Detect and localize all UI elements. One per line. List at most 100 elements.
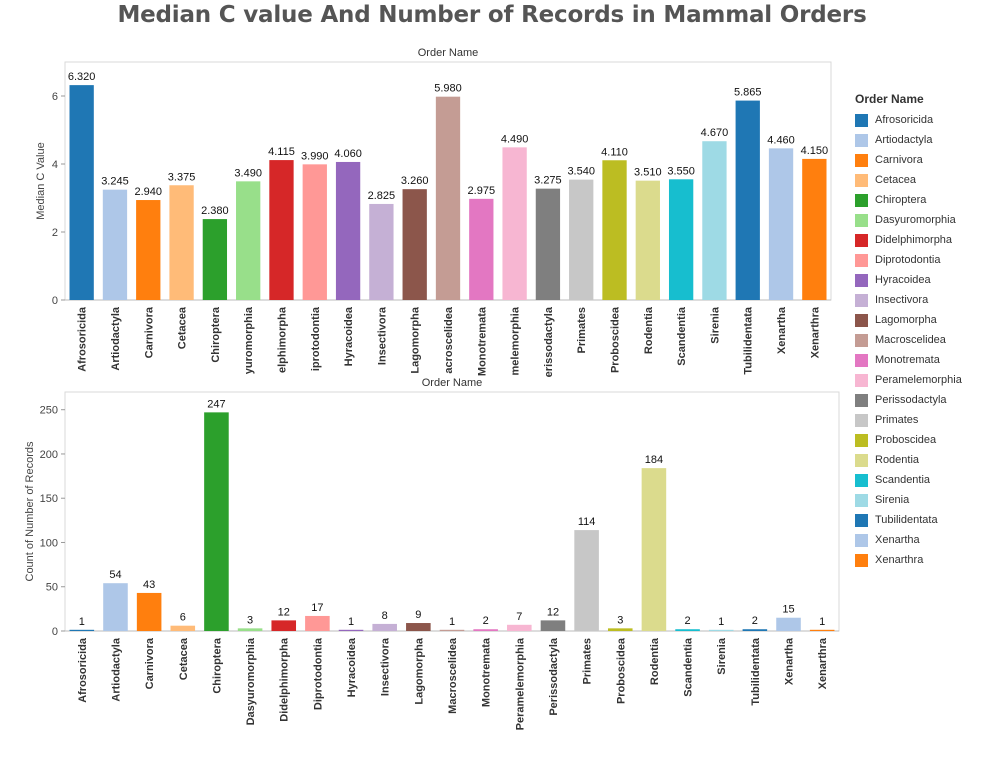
bar-chiroptera	[204, 412, 229, 631]
legend-label: Xenartha	[875, 534, 920, 546]
legend-item[interactable]: Dasyuromorphia	[855, 210, 980, 230]
y-axis-title: Count of Number of Records	[24, 441, 36, 582]
legend-item[interactable]: Insectivora	[855, 290, 980, 310]
legend-title: Order Name	[855, 92, 924, 106]
x-tick-label: Afrosoricida	[77, 637, 89, 703]
bar-cetacea	[169, 185, 194, 300]
x-tick-label: Tubilidentata	[750, 637, 762, 706]
bar-xenarthra	[802, 158, 827, 300]
bar-value-label: 5.865	[734, 87, 762, 99]
legend-item[interactable]: Xenarthra	[855, 550, 980, 570]
bar-value-label: 3.260	[401, 175, 429, 187]
bar-value-label: 4.460	[767, 134, 795, 146]
bar-artiodactyla	[102, 189, 128, 300]
x-tick-label: Lagomorpha	[413, 637, 425, 704]
legend-label: Insectivora	[875, 294, 929, 306]
legend-items: Afrosoricida Artiodactyla Carnivora Cetacea…	[855, 110, 980, 570]
legend-item[interactable]: Carnivora	[855, 150, 980, 170]
legend-item[interactable]: Xenartha	[855, 530, 980, 550]
legend-item[interactable]: Cetacea	[855, 170, 980, 190]
legend-label: Didelphimorpha	[875, 234, 953, 246]
legend-swatch	[855, 493, 868, 507]
bar-primates	[569, 179, 594, 300]
y-tick-label: 4	[52, 159, 58, 171]
bar-value-label: 1	[449, 616, 455, 628]
bar-value-label: 6	[180, 612, 186, 624]
bar-value-label: 2.940	[134, 186, 162, 198]
legend-item[interactable]: Monotremata	[855, 350, 980, 370]
x-tick-label: Sirenia	[716, 637, 728, 675]
bar-cetacea	[170, 625, 196, 631]
legend-item[interactable]: Sirenia	[855, 490, 980, 510]
legend-label: Peramelemorphia	[875, 374, 962, 386]
bar-value-label: 4.490	[501, 133, 529, 145]
legend-item[interactable]: Tubilidentata	[855, 510, 980, 530]
legend-item[interactable]: Perissodactyla	[855, 390, 980, 410]
legend-label: Cetacea	[875, 174, 916, 186]
x-tick-label: Afrosoricida	[77, 306, 89, 372]
x-tick-label: Diprotodontia	[312, 637, 324, 710]
x-tick-label: Artiodactyla	[110, 306, 122, 370]
y-tick-label: 100	[40, 537, 58, 549]
x-tick-label: Didelphimorpha	[279, 637, 291, 722]
legend-swatch	[855, 253, 868, 267]
bar-macroscelidea	[439, 629, 465, 631]
bar-afrosoricida	[69, 85, 94, 301]
legend-item[interactable]: Lagomorpha	[855, 310, 980, 330]
bar-insectivora	[372, 623, 397, 631]
bar-value-label: 1	[819, 616, 825, 628]
bar-value-label: 2.380	[201, 205, 229, 217]
bar-value-label: 43	[143, 579, 155, 591]
bar-value-label: 1	[718, 616, 724, 628]
bar-value-label: 12	[547, 606, 559, 618]
bar-value-label: 3.275	[534, 175, 562, 187]
bar-tubilidentata	[742, 629, 768, 631]
bar-value-label: 3.375	[168, 171, 196, 183]
legend-item[interactable]: Peramelemorphia	[855, 370, 980, 390]
legend-label: Scandentia	[875, 474, 931, 486]
x-tick-label: Monotremata	[476, 306, 488, 376]
x-tick-label: Artiodactyla	[110, 637, 122, 701]
bar-value-label: 5.980	[434, 83, 462, 95]
legend-item[interactable]: Diprotodontia	[855, 250, 980, 270]
legend-swatch	[855, 513, 868, 527]
legend-item[interactable]: Macroscelidea	[855, 330, 980, 350]
bar-monotremata	[473, 629, 498, 631]
bar-lagomorpha	[406, 623, 431, 631]
legend-item[interactable]: Primates	[855, 410, 980, 430]
legend-swatch	[855, 113, 868, 127]
legend-item[interactable]: Rodentia	[855, 450, 980, 470]
legend-item[interactable]: Hyracoidea	[855, 270, 980, 290]
legend-swatch	[855, 353, 868, 367]
legend-item[interactable]: Proboscidea	[855, 430, 980, 450]
bar-value-label: 3	[617, 614, 623, 626]
x-tick-label: Tubilidentata	[743, 306, 755, 375]
bar-value-label: 12	[278, 606, 290, 618]
bar-carnivora	[136, 200, 161, 300]
y-tick-label: 250	[40, 405, 58, 417]
legend-label: Proboscidea	[875, 434, 937, 446]
legend-item[interactable]: Scandentia	[855, 470, 980, 490]
legend-item[interactable]: Afrosoricida	[855, 110, 980, 130]
legend-label: Carnivora	[875, 154, 923, 166]
bar-value-label: 2.975	[468, 185, 496, 197]
legend-item[interactable]: Chiroptera	[855, 190, 980, 210]
x-tick-label: Peramelemorphia	[514, 637, 526, 730]
legend-label: Sirenia	[875, 494, 910, 506]
bar-perissodactyla	[535, 188, 561, 300]
bar-value-label: 2	[483, 615, 489, 627]
x-tick-label: elphimorpha	[276, 306, 288, 373]
legend-item[interactable]: Didelphimorpha	[855, 230, 980, 250]
legend-item[interactable]: Artiodactyla	[855, 130, 980, 150]
bar-insectivora	[369, 203, 394, 300]
legend-label: Rodentia	[875, 454, 920, 466]
bar-hyracoidea	[335, 161, 361, 300]
bar-artiodactyla	[103, 583, 128, 631]
bar-value-label: 9	[415, 609, 421, 621]
bar-value-label: 4.670	[701, 127, 729, 139]
bar-scandentia	[668, 179, 694, 300]
chart-header: Order Name	[422, 377, 483, 389]
x-tick-label: Perissodactyla	[548, 637, 560, 716]
bar-sirenia	[702, 141, 727, 300]
